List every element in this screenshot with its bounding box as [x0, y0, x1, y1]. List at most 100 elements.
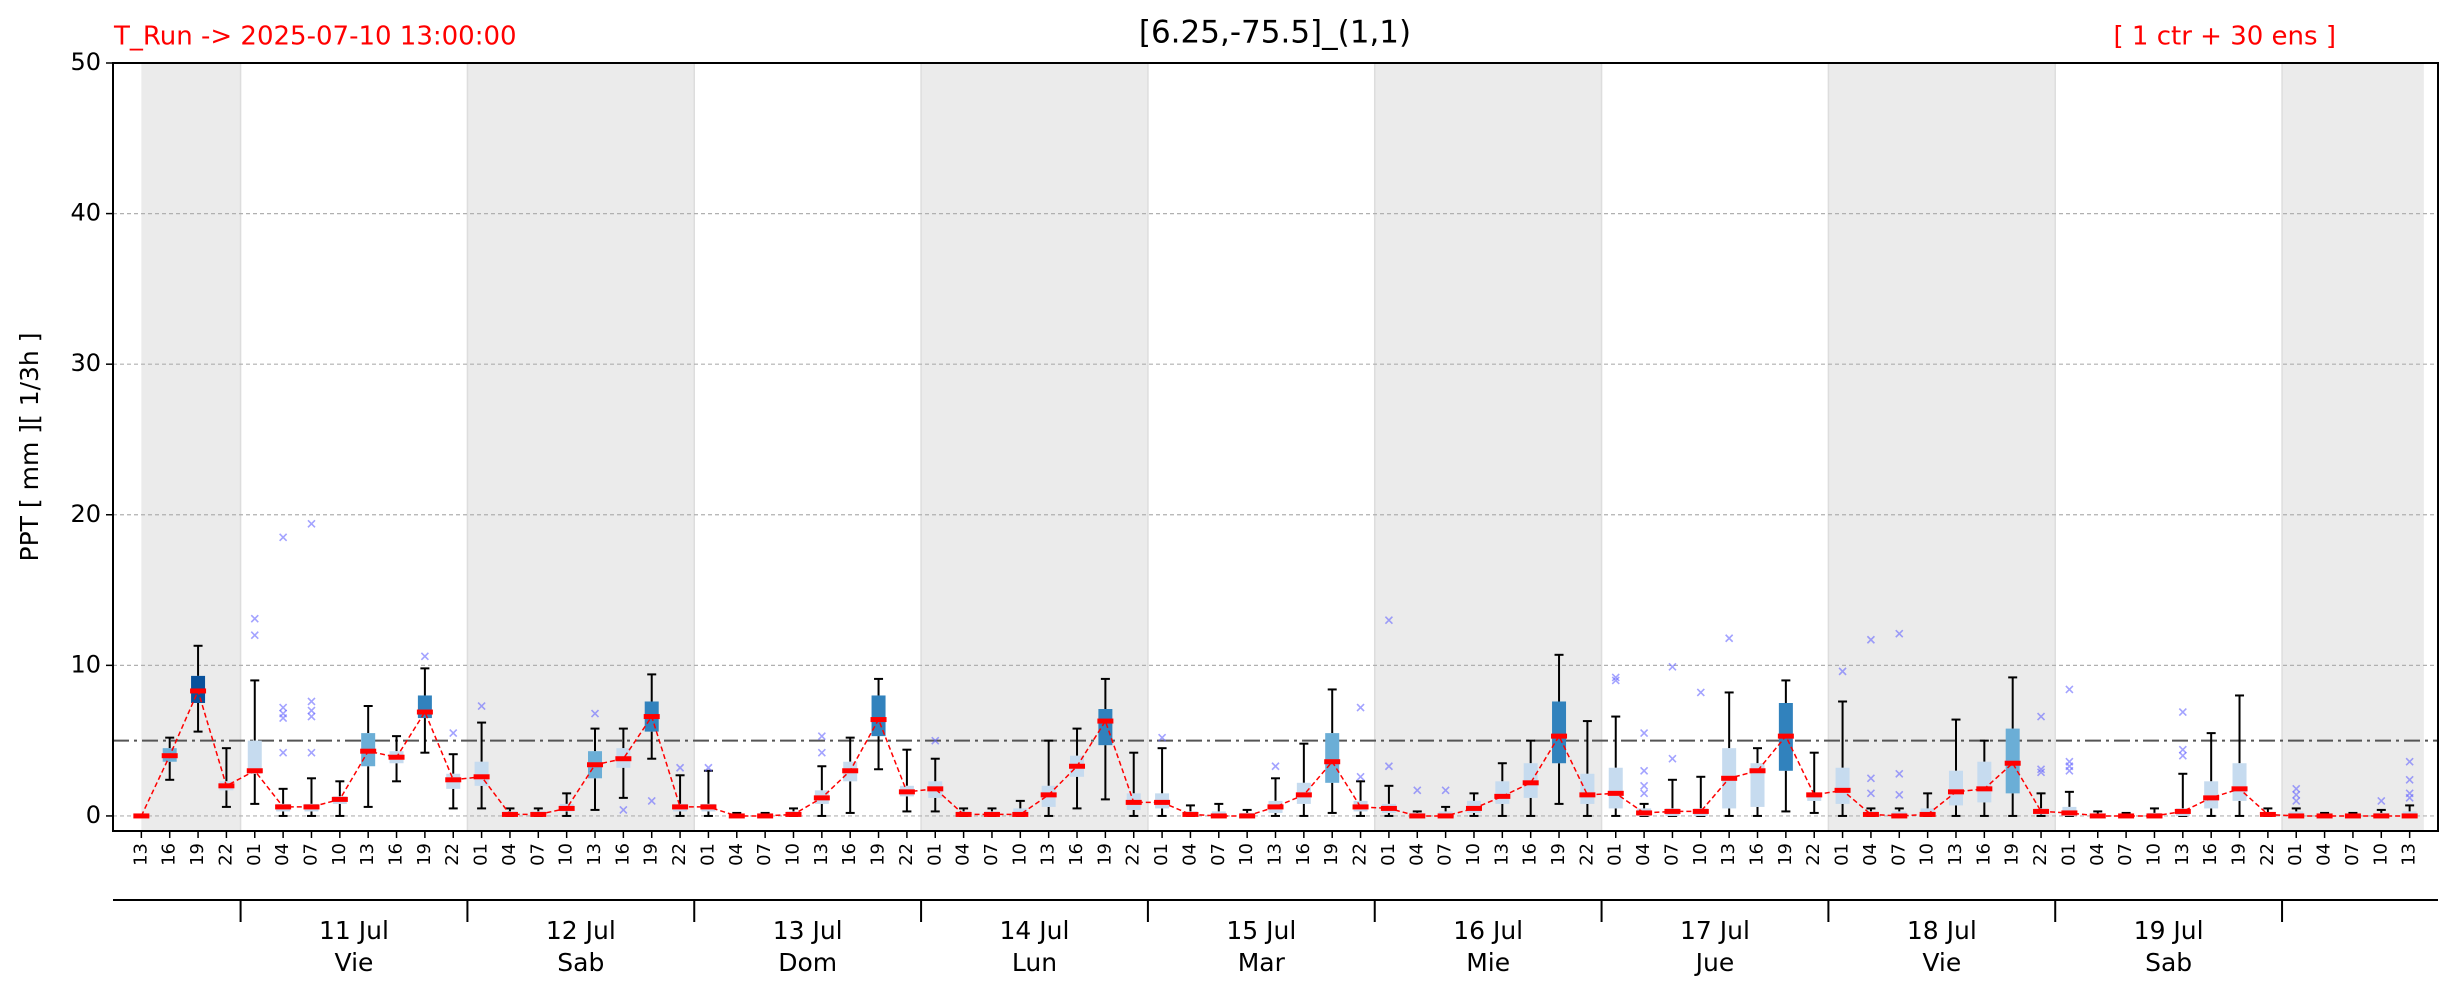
median-line [140, 688, 2410, 817]
box [474, 761, 489, 786]
x-tick-label: 19 [414, 843, 435, 866]
median [1352, 804, 1369, 810]
flier [307, 519, 316, 528]
flier [477, 701, 486, 711]
box [2204, 781, 2219, 809]
flier [307, 748, 316, 757]
x-tick-label: 10 [329, 843, 350, 866]
x-tick-label: 16 [1973, 843, 1994, 866]
x-tick-label: 04 [2087, 843, 2108, 866]
median [1551, 733, 1568, 739]
day-date: 16 Jul [1453, 916, 1523, 945]
flier [2036, 768, 2046, 777]
median [1069, 763, 1086, 769]
y-tick-label: 50 [70, 48, 101, 76]
median [1295, 792, 1312, 798]
flier [420, 652, 429, 661]
day-weekday: Sab [2145, 948, 2192, 977]
median [2033, 808, 2050, 814]
median [331, 796, 348, 802]
median [2344, 813, 2361, 819]
flier [619, 805, 628, 814]
box [247, 740, 262, 774]
median [1976, 786, 1993, 792]
flier [931, 736, 940, 745]
day-weekday: Mie [1466, 948, 1510, 977]
flier [704, 763, 713, 772]
median [416, 709, 433, 715]
median [1891, 813, 1908, 819]
x-tick-label: 16 [1293, 843, 1314, 866]
x-tick-label: 13 [1945, 843, 1966, 866]
x-tick-label: 07 [754, 843, 775, 866]
median [1721, 775, 1738, 781]
flier [2292, 796, 2301, 805]
x-tick-label: 13 [1718, 843, 1739, 866]
day-date: 11 Jul [319, 916, 389, 945]
x-tick-label: 10 [1009, 843, 1030, 866]
x-tick-label: 16 [159, 843, 180, 866]
flier [2036, 765, 2046, 774]
median [700, 804, 717, 810]
x-tick-label: 13 [1038, 843, 1059, 866]
flier [307, 712, 316, 721]
x-tick-label: 10 [782, 843, 803, 866]
flier [2405, 757, 2414, 766]
x-tick-label: 01 [2285, 843, 2306, 866]
x-tick-label: 10 [2370, 843, 2391, 866]
flier [1356, 703, 1365, 712]
x-tick-label: 13 [1265, 843, 1286, 866]
median [1012, 811, 1029, 817]
y-axis-label: PPT [ mm ][ 1/3h ] [15, 333, 44, 562]
median [2316, 813, 2333, 819]
median [1636, 810, 1653, 816]
x-tick-label: 10 [2143, 843, 2164, 866]
median [1154, 799, 1171, 805]
x-tick-label: 04 [1406, 843, 1427, 866]
y-tick-label: 10 [70, 650, 101, 678]
x-tick-label: 04 [726, 843, 747, 866]
flier [2292, 784, 2301, 793]
flier [1271, 762, 1280, 771]
median [1919, 811, 1936, 817]
median [1579, 792, 1596, 798]
x-tick-label: 22 [2257, 843, 2278, 866]
box [1977, 761, 1992, 803]
flier [1640, 781, 1649, 790]
box [1750, 763, 1765, 807]
x-tick-label: 22 [2030, 843, 2051, 866]
flier [2178, 745, 2187, 754]
x-tick-label: 19 [2229, 843, 2250, 866]
chart-title: [6.25,-75.5]_(1,1) [1139, 15, 1411, 51]
flier [1384, 762, 1393, 771]
median [1380, 805, 1397, 811]
median [1239, 813, 1256, 819]
day-weekday: Jue [1694, 948, 1735, 977]
x-tick-label: 07 [527, 843, 548, 866]
x-tick-label: 01 [924, 843, 945, 866]
flier [1413, 786, 1422, 795]
x-tick-label: 04 [2314, 843, 2335, 866]
x-tick-label: 01 [1832, 843, 1853, 866]
x-tick-label: 01 [1605, 843, 1626, 866]
day-shade [921, 63, 1148, 831]
y-tick-label: 30 [70, 349, 101, 377]
x-tick-label: 19 [868, 843, 889, 866]
box [1098, 709, 1113, 746]
x-tick-label: 16 [612, 843, 633, 866]
median [813, 795, 830, 801]
day-weekday: Mar [1238, 948, 1286, 977]
x-tick-label: 10 [1463, 843, 1484, 866]
x-tick-label: 16 [1066, 843, 1087, 866]
flier [1611, 676, 1620, 685]
flier [2377, 796, 2386, 805]
x-tick-label: 01 [697, 843, 718, 866]
median [983, 811, 1000, 817]
x-tick-label: 07 [2342, 843, 2363, 866]
flier [279, 713, 288, 723]
flier [1356, 772, 1365, 781]
flier [449, 729, 458, 738]
run-label: T_Run -> 2025-07-10 13:00:00 [113, 22, 517, 52]
median [1749, 768, 1766, 774]
